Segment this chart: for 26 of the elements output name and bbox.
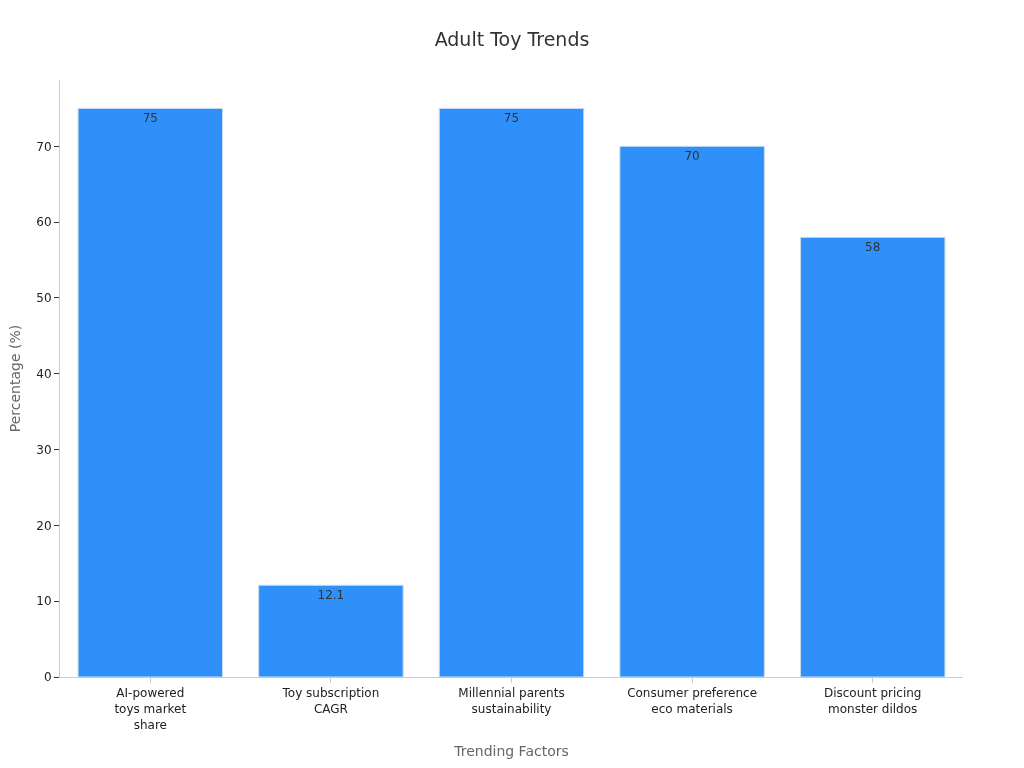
data-label: 12.1 [317,588,345,603]
x-tick-label: Toy subscription CAGR [281,686,380,716]
y-tick-label: 30 [36,442,52,457]
chart-title: Adult Toy Trends [434,28,590,51]
y-axis-title: Percentage (%) [6,324,23,433]
bar [438,107,585,677]
bar [799,236,946,677]
x-tick-label: AI-powered toys market share [114,686,187,732]
x-tick-label: Millennial parents sustainability [458,686,565,716]
y-tick-label: 10 [36,594,52,609]
y-tick-label: 60 [36,215,52,230]
x-axis-title: Trending Factors [453,742,569,759]
x-tick-label: Discount pricing monster dildos [823,686,922,716]
y-tick-label: 40 [36,366,52,381]
y-tick-label: 50 [36,291,52,306]
y-tick-label: 0 [43,670,52,685]
bar [77,107,224,677]
bar [258,584,404,677]
x-tick-label: Consumer preference eco materials [627,686,758,716]
bar [619,145,765,677]
data-label: 70 [684,149,700,164]
y-tick-label: 20 [36,518,52,533]
data-label: 75 [142,111,158,126]
y-tick-label: 70 [36,139,52,154]
data-label: 75 [503,111,520,126]
data-label: 58 [865,240,881,255]
